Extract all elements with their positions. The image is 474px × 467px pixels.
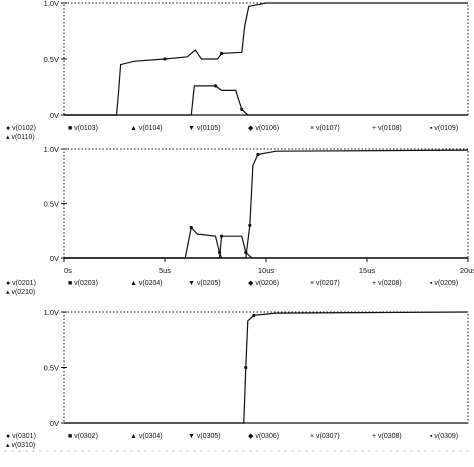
y-tick-label: 0.5V [44,364,59,373]
legend-entry: × v(0107) [310,125,340,132]
legend-entry: ▪ v(0309) [430,433,458,440]
series-point [213,84,218,88]
legend-entry: × v(0307) [310,433,340,440]
legend-entry: ■ v(0302) [68,433,98,440]
series-line-1 [64,311,469,424]
legend-entry: ▲ v(0204) [130,280,163,287]
series-line-1 [64,2,468,116]
series-point [189,225,193,230]
x-tick-label: 5us [159,266,171,275]
plot-panel-3: 1.0V 0.5V 0V ● v(0301) ■ v(0302) ▲ v(0304) ▼ v… [6,308,469,449]
x-tick-label: 0s [64,266,72,275]
x-tick-label: 15us [359,266,376,275]
series-line-1 [64,149,469,259]
series-point [240,107,244,111]
legend-entry: ▴ v(0210) [6,289,35,296]
legend-entry: ▴ v(0310) [6,442,35,449]
legend-entry: ● v(0201) [6,280,36,287]
series-line-2 [64,85,468,116]
y-tick-label: 1.0V [44,145,59,154]
series-point [219,234,224,238]
plot-frame [63,148,469,259]
legend-entry: ▪ v(0109) [430,125,458,132]
y-tick-label: 1.0V [44,0,59,8]
series-point [244,250,248,255]
legend-entry: ▪ v(0209) [430,280,458,287]
plot-frame [63,311,469,424]
legend-entry: ■ v(0203) [68,280,98,287]
legend-entry: ▲ v(0104) [130,125,163,132]
series-line-3 [64,235,468,259]
legend-entry: ● v(0301) [6,433,36,440]
legend-entry: ◆ v(0306) [248,433,279,440]
legend-entry: ■ v(0103) [68,125,98,132]
legend-entry: ▼ v(0205) [188,280,221,287]
series-point [219,51,224,56]
y-tick-label: 0.5V [44,55,59,64]
legend-entry: ● v(0102) [6,125,36,132]
legend-entry: ◆ v(0106) [248,125,279,132]
x-tick-label: 20us [460,266,474,275]
legend-entry: ▼ v(0305) [188,433,221,440]
legend-entry: ◆ v(0206) [248,280,279,287]
legend-entry: ▴ v(0110) [6,134,35,141]
legend-entry: ▲ v(0304) [130,433,163,440]
y-tick-label: 1.0V [44,308,59,317]
legend-entry: + v(0108) [372,125,402,132]
y-tick-label: 0V [50,111,59,120]
legend-entry: + v(0208) [372,280,402,287]
y-tick-label: 0V [50,254,59,263]
legend-entry: ▼ v(0105) [188,125,221,132]
legend-entry: + v(0308) [372,433,402,440]
series-line-2 [64,226,468,259]
series-point [252,313,256,317]
series-point [244,365,248,370]
x-tick-label: 10us [258,266,275,275]
series-point [163,57,167,61]
plot-panel-1: 1.0V 0.5V 0V ● v(0102) ■ v(0103) ▲ v(0104) ▼ v… [6,0,469,141]
plot-frame [63,2,469,116]
y-tick-label: 0.5V [44,200,59,209]
series-point [256,152,260,157]
plot-panel-2: 1.0V 0.5V 0V 0s 5us 10us 15us 20us ● v(0201) ■ v(… [6,145,474,296]
legend-entry: × v(0207) [310,280,340,287]
y-tick-label: 0V [50,419,59,428]
series-point [248,223,252,227]
